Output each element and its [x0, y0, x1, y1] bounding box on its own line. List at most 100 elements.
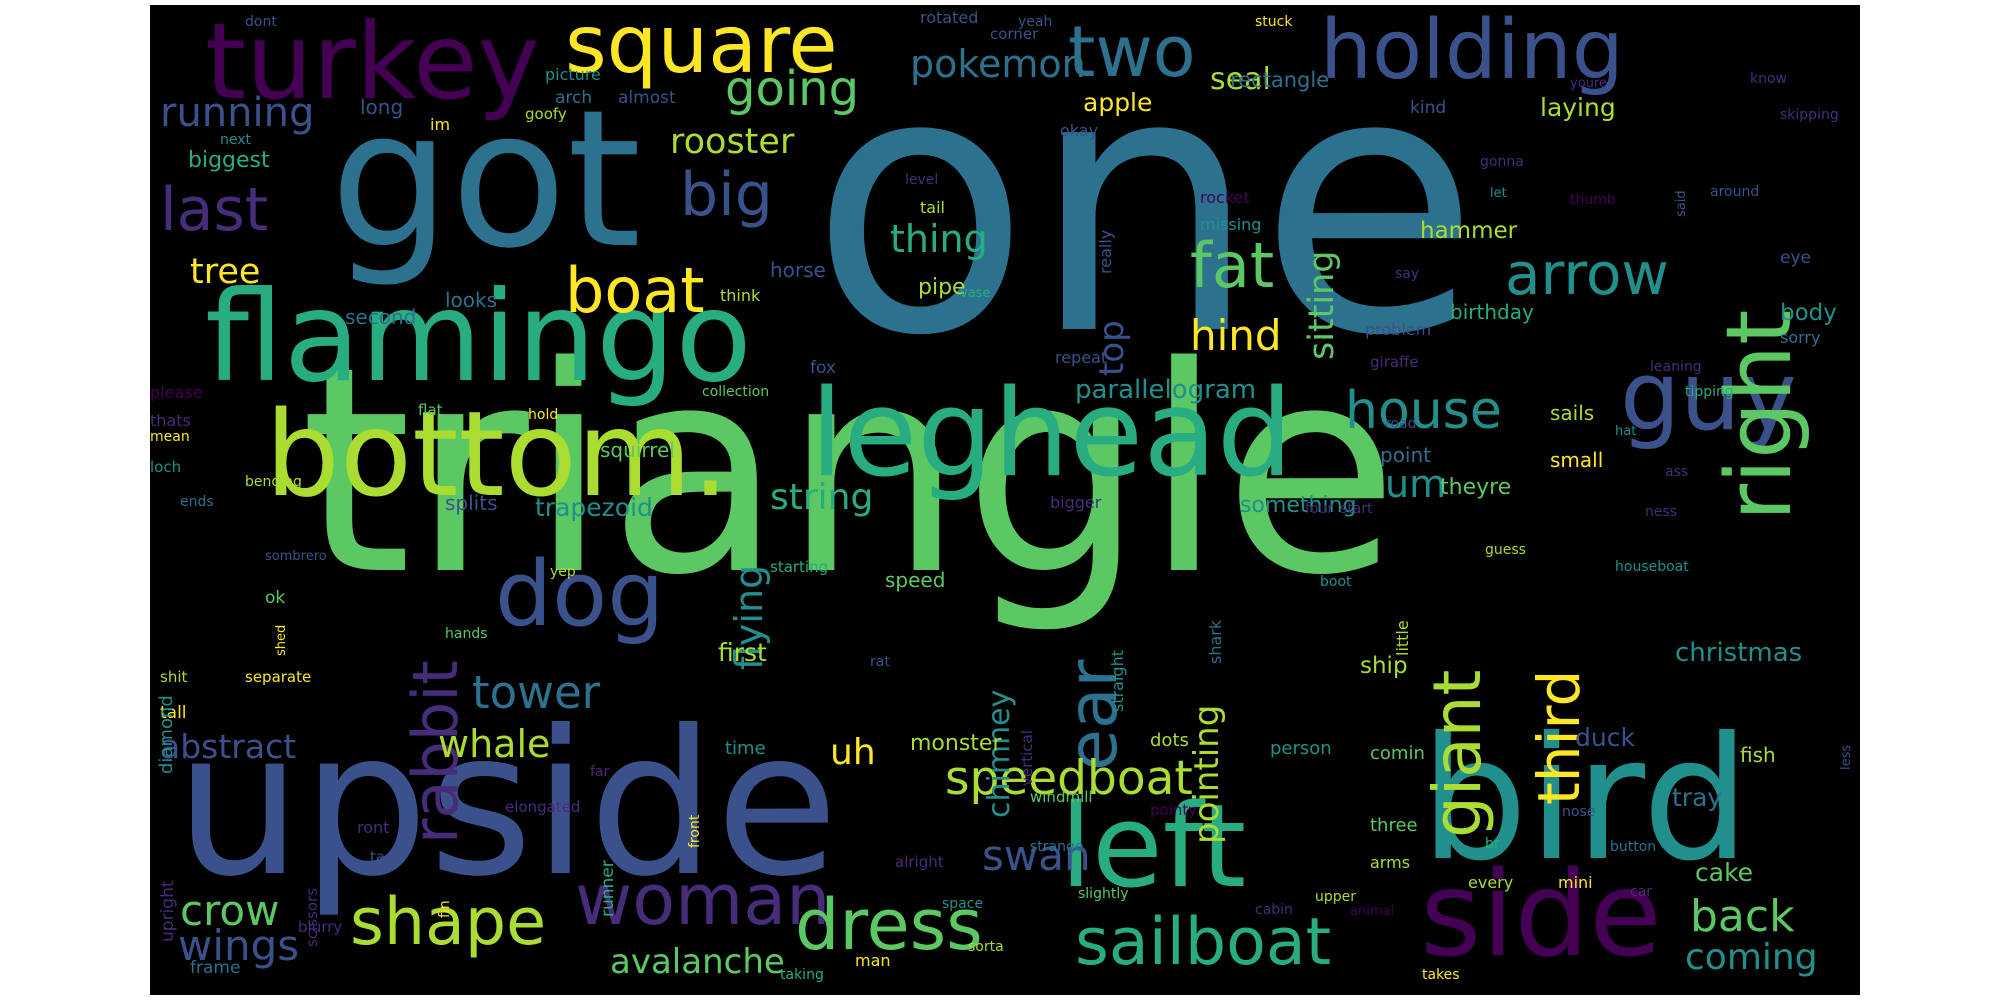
word: arrow	[1505, 240, 1669, 308]
word: fox	[810, 358, 836, 378]
word: parallelogram	[1075, 375, 1257, 405]
word: hold	[528, 407, 559, 423]
word: picture	[545, 65, 601, 84]
word: taking	[780, 967, 824, 983]
word: turkey	[205, 5, 540, 123]
word: upright	[158, 880, 178, 942]
word: crow	[180, 886, 280, 935]
word: small	[1550, 448, 1604, 472]
word: pointing	[1187, 704, 1227, 844]
word: shape	[350, 885, 547, 960]
word: second	[345, 305, 417, 329]
word: house	[1345, 381, 1502, 441]
word: got	[330, 69, 642, 290]
word: tree	[190, 252, 261, 292]
word: splits	[445, 491, 498, 515]
word: ront	[357, 818, 390, 837]
word: speed	[885, 568, 946, 592]
word: think	[720, 286, 761, 305]
word: mini	[1558, 873, 1593, 892]
word: shark	[1206, 619, 1225, 664]
word: strange	[1030, 839, 1084, 855]
word: sorta	[968, 939, 1004, 955]
word: upside	[175, 688, 839, 921]
word: elongated	[505, 798, 581, 816]
word: abstract	[160, 727, 297, 766]
word: br	[1485, 836, 1500, 852]
word: hat	[1615, 424, 1637, 439]
word: ends	[180, 494, 214, 510]
word: tall	[160, 703, 187, 723]
word: know	[1750, 71, 1787, 87]
word: less	[1839, 744, 1854, 770]
word: side	[1420, 845, 1662, 983]
word: body	[1780, 300, 1837, 326]
word: pointy	[1150, 801, 1198, 819]
word: yeah	[1018, 14, 1053, 30]
word: first	[718, 638, 767, 667]
word: slightly	[1078, 886, 1129, 902]
word: speedboat	[945, 751, 1193, 806]
word: level	[905, 172, 939, 188]
word: seal	[1210, 62, 1271, 97]
word: thumb	[1570, 192, 1616, 208]
word: trapezoid	[535, 493, 653, 522]
word: hind	[1190, 311, 1282, 360]
word: start	[1340, 501, 1373, 517]
word: wings	[178, 921, 300, 970]
word: eye	[1780, 248, 1811, 268]
word: starting	[770, 558, 829, 576]
word: back	[1690, 891, 1795, 942]
word: leghead	[810, 365, 1293, 504]
word: guess	[1485, 542, 1526, 558]
word-cloud: one triangle upside got bird flamingo tu…	[150, 5, 1860, 995]
word: shed	[274, 624, 289, 656]
word: ass	[1665, 464, 1689, 480]
word: giraffe	[1370, 353, 1419, 371]
word: cake	[1695, 858, 1754, 887]
word: tower	[472, 666, 601, 719]
word: alright	[895, 853, 944, 871]
word: rectangle	[1230, 68, 1330, 92]
word: man	[855, 951, 891, 970]
word: goofy	[525, 105, 567, 123]
word: pokemon	[910, 42, 1086, 86]
word: road	[1385, 416, 1417, 432]
word: collection	[702, 384, 770, 400]
word: separate	[245, 668, 312, 686]
word: left	[1060, 780, 1247, 914]
word: comin	[1370, 743, 1425, 764]
word: straight	[1108, 649, 1127, 712]
word: rocket	[1200, 188, 1250, 207]
word: loch	[150, 458, 182, 476]
word: thing	[890, 217, 988, 261]
word: runner	[598, 860, 618, 917]
word: time	[725, 738, 766, 759]
word: swan	[982, 831, 1091, 880]
word: houseboat	[1615, 559, 1689, 575]
word: vertical	[1018, 730, 1036, 786]
word: birthday	[1450, 300, 1534, 324]
word: three	[1370, 815, 1418, 836]
word: rooster	[670, 122, 795, 162]
word: fish	[1740, 743, 1776, 767]
word: tail	[920, 198, 945, 217]
word: takes	[1422, 967, 1460, 983]
word: monster	[910, 731, 1002, 756]
word: square	[565, 5, 838, 91]
word: running	[160, 90, 315, 136]
word: squirrel	[600, 438, 675, 462]
word: say	[1395, 266, 1420, 282]
word: uh	[830, 732, 876, 773]
word: dots	[1150, 730, 1189, 751]
word: bigger	[1050, 493, 1102, 512]
word: frame	[190, 958, 241, 978]
word: fat	[1190, 229, 1275, 302]
word: leaning	[1650, 359, 1702, 375]
word: diamond	[156, 695, 177, 774]
word: guy	[1620, 342, 1797, 452]
word: thats	[150, 411, 191, 430]
word: dont	[245, 14, 277, 30]
word: windmill	[1030, 788, 1093, 806]
word: pipe	[918, 275, 966, 300]
